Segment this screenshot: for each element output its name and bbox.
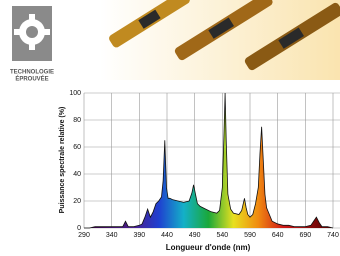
x-tick-label: 690 bbox=[299, 232, 311, 239]
logo: TECHNOLOGIE ÉPROUVÉE bbox=[10, 6, 54, 83]
x-tick-label: 440 bbox=[161, 232, 173, 239]
x-tick-label: 540 bbox=[216, 232, 228, 239]
x-tick-label: 490 bbox=[189, 232, 201, 239]
y-axis-label: Puissance spectrale relative (%) bbox=[59, 107, 66, 214]
page: TECHNOLOGIE ÉPROUVÉE 0 20 40 60 80 100 290 340 3… bbox=[0, 0, 340, 256]
x-tick-label: 290 bbox=[78, 232, 90, 239]
x-tick-label: 390 bbox=[133, 232, 145, 239]
y-tick-label: 100 bbox=[69, 90, 81, 97]
plot-area bbox=[84, 93, 340, 228]
logo-text: ÉPROUVÉE bbox=[15, 75, 48, 83]
product-photo bbox=[100, 0, 340, 80]
x-tick-label: 640 bbox=[272, 232, 284, 239]
x-tick-label: 590 bbox=[244, 232, 256, 239]
x-axis-label: Longueur d'onde (nm) bbox=[166, 243, 251, 252]
x-tick-label: 740 bbox=[327, 232, 339, 239]
y-tick-label: 20 bbox=[73, 198, 81, 205]
logo-text: TECHNOLOGIE bbox=[10, 70, 54, 76]
x-tick-label: 340 bbox=[106, 232, 118, 239]
y-tick-label: 60 bbox=[73, 144, 81, 151]
y-tick-label: 80 bbox=[73, 117, 81, 124]
y-tick-label: 0 bbox=[77, 225, 81, 232]
y-tick-label: 40 bbox=[73, 171, 81, 178]
